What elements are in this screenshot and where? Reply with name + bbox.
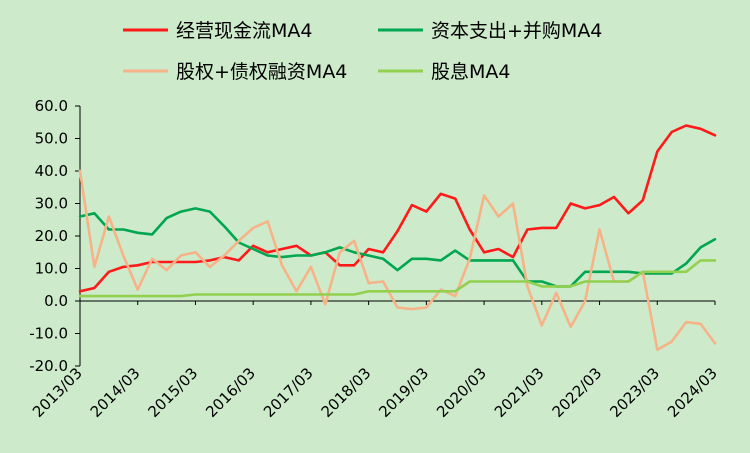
axes: 60.0 50.0 40.0 30.0 20.0 10.0 0.0 -10.0 -20.0 201… (29, 97, 721, 421)
x-tick-label: 2021/03 (491, 364, 548, 421)
y-tick-label: 40.0 (35, 162, 68, 180)
x-tick-label: 2024/03 (664, 364, 721, 421)
y-tick-label: 50.0 (35, 130, 68, 148)
legend: 经营现金流MA4 资本支出+并购MA4 股权+债权融资MA4 股息MA4 (123, 20, 602, 83)
x-tick-label: 2014/03 (87, 364, 144, 421)
series-capex-ma-legend-label: 资本支出+并购MA4 (431, 20, 602, 42)
series-dividend-legend-label: 股息MA4 (431, 61, 510, 83)
x-tick-label: 2016/03 (202, 364, 259, 421)
series-capex-ma-line (78, 207, 717, 288)
y-tick-label: -10.0 (29, 325, 68, 343)
y-tick-label: -20.0 (29, 357, 68, 375)
x-tick-label: 2023/03 (606, 364, 663, 421)
series-dividend-line (78, 259, 717, 298)
plot-area (78, 124, 717, 352)
y-tick-label: 30.0 (35, 195, 68, 213)
series-operating-cashflow-legend-label: 经营现金流MA4 (176, 20, 312, 42)
y-tick-label: 0.0 (44, 292, 68, 310)
x-tick-label: 2017/03 (260, 364, 317, 421)
x-tick-label: 2020/03 (433, 364, 490, 421)
y-tick-label: 60.0 (35, 97, 68, 115)
x-tick-label: 2019/03 (375, 364, 432, 421)
x-tick-label: 2018/03 (318, 364, 375, 421)
y-tick-label: 20.0 (35, 227, 68, 245)
x-tick-label: 2015/03 (144, 364, 201, 421)
y-tick-label: 10.0 (35, 260, 68, 278)
x-tick-label: 2022/03 (549, 364, 606, 421)
series-operating-cashflow-line (78, 124, 717, 293)
series-financing-line (78, 169, 717, 352)
series-financing-legend-label: 股权+债权融资MA4 (176, 61, 347, 83)
